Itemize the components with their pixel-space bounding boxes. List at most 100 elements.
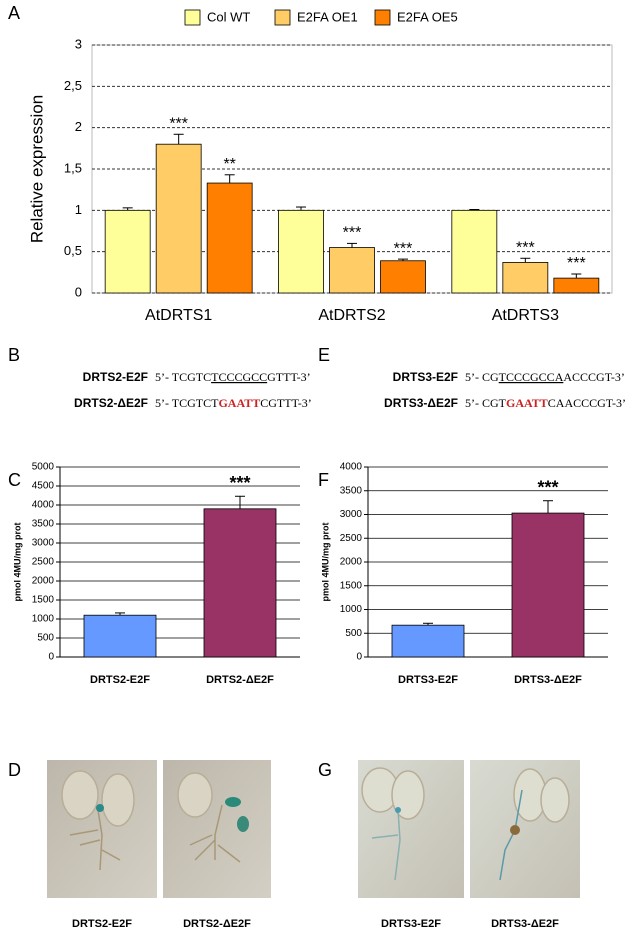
significance: *** bbox=[229, 473, 250, 493]
bar bbox=[83, 614, 157, 658]
y-axis-label: pmol 4MU/mg prot bbox=[320, 523, 330, 602]
y-tick-label: 2500 bbox=[32, 557, 55, 568]
photo-caption: DRTS2-E2F bbox=[72, 918, 132, 930]
y-tick-label: 1500 bbox=[32, 595, 55, 606]
panel-label: E bbox=[318, 345, 330, 365]
y-tick-label: 3 bbox=[75, 36, 82, 51]
panel-label: B bbox=[8, 345, 20, 365]
y-tick-label: 2500 bbox=[340, 533, 363, 544]
bar bbox=[203, 508, 277, 658]
y-tick-label: 3000 bbox=[340, 509, 363, 520]
construct-name: DRTS2-E2F bbox=[83, 370, 148, 384]
sequence-part: 5’- TCGTC bbox=[155, 370, 211, 384]
significance: *** bbox=[516, 239, 535, 256]
significance: ** bbox=[223, 156, 235, 173]
y-tick-label: 0 bbox=[356, 652, 362, 663]
y-axis-label: pmol 4MU/mg prot bbox=[12, 523, 22, 602]
y-tick-label: 0 bbox=[48, 652, 54, 663]
significance: *** bbox=[343, 225, 362, 242]
y-tick-label: 1000 bbox=[340, 604, 363, 615]
panel-label: D bbox=[8, 760, 21, 780]
photo-decor bbox=[47, 760, 580, 898]
legend-label: E2FA OE1 bbox=[297, 9, 358, 24]
bar bbox=[511, 512, 585, 658]
sequence-part: GAATT bbox=[218, 396, 260, 410]
y-tick-label: 500 bbox=[345, 628, 362, 639]
legend-label: Col WT bbox=[207, 9, 250, 24]
y-tick-label: 3500 bbox=[32, 519, 55, 530]
y-tick-label: 0,5 bbox=[64, 243, 82, 258]
x-tick-label: AtDRTS2 bbox=[318, 307, 385, 324]
sequence-part: 5’- CGT bbox=[465, 396, 507, 410]
seedlings bbox=[61, 767, 570, 881]
sequence: 5’- CGTGAATTCAACCCGT-3’ bbox=[465, 396, 626, 410]
stain bbox=[225, 797, 241, 807]
bar bbox=[451, 209, 498, 294]
sequence: 5’- TCGTCTGAATTCGTTT-3’ bbox=[155, 396, 312, 410]
y-tick-label: 2 bbox=[75, 119, 82, 134]
y-tick-label: 4000 bbox=[340, 462, 363, 473]
panel-label: F bbox=[318, 470, 329, 490]
y-axis-label: Relative expression bbox=[27, 95, 46, 243]
photo-caption: DRTS3-ΔE2F bbox=[491, 918, 559, 930]
x-tick-label: DRTS3-E2F bbox=[398, 674, 458, 686]
significance: *** bbox=[169, 115, 188, 132]
y-tick-label: 5000 bbox=[32, 462, 55, 473]
y-tick-label: 4500 bbox=[32, 481, 55, 492]
sequence-part: 5’- TCGTCT bbox=[155, 396, 219, 410]
significance: *** bbox=[567, 255, 586, 272]
x-tick-label: DRTS2-ΔE2F bbox=[206, 674, 274, 686]
x-tick-label: DRTS3-ΔE2F bbox=[514, 674, 582, 686]
x-tick-label: DRTS2-E2F bbox=[90, 674, 150, 686]
sequence-part: ACCCGT-3’ bbox=[563, 370, 625, 384]
sequence-part: 5’- CG bbox=[465, 370, 499, 384]
legend-swatch bbox=[374, 9, 391, 26]
significance: *** bbox=[394, 240, 413, 257]
bar bbox=[380, 260, 426, 294]
legend-swatch bbox=[274, 9, 291, 26]
stain bbox=[510, 825, 520, 835]
sequence-part: GAATT bbox=[506, 396, 548, 410]
stain bbox=[96, 804, 104, 812]
sequence-part: TCCCGCCA bbox=[499, 370, 564, 384]
construct-name: DRTS3-E2F bbox=[393, 370, 458, 384]
bar bbox=[278, 209, 324, 294]
staining bbox=[96, 797, 520, 835]
panel-label: G bbox=[318, 760, 332, 780]
bar bbox=[502, 262, 549, 294]
sequence-part: CGTTT-3’ bbox=[260, 396, 312, 410]
y-tick-label: 1 bbox=[75, 202, 82, 217]
bar bbox=[329, 247, 375, 294]
legend-swatch bbox=[184, 9, 201, 26]
y-tick-label: 2000 bbox=[32, 576, 55, 587]
photo-caption: DRTS2-ΔE2F bbox=[183, 918, 251, 930]
x-tick-label: AtDRTS1 bbox=[145, 307, 212, 324]
bar bbox=[155, 143, 202, 294]
sequence: 5’- CGTCCCGCCAACCCGT-3’ bbox=[465, 370, 625, 384]
y-tick-label: 2000 bbox=[340, 557, 363, 568]
y-tick-label: 4000 bbox=[32, 500, 55, 511]
panel-label: A bbox=[8, 3, 20, 23]
sequence-part: GTTT-3’ bbox=[267, 370, 311, 384]
construct-name: DRTS2-ΔE2F bbox=[74, 396, 148, 410]
stain bbox=[237, 816, 249, 832]
significance: *** bbox=[537, 477, 558, 497]
bar bbox=[206, 182, 253, 294]
bar bbox=[104, 209, 151, 294]
x-tick-label: AtDRTS3 bbox=[492, 307, 559, 324]
bar bbox=[391, 624, 465, 658]
photo-caption: DRTS3-E2F bbox=[381, 918, 441, 930]
legend-label: E2FA OE5 bbox=[397, 9, 458, 24]
y-tick-label: 1,5 bbox=[64, 160, 82, 175]
y-tick-label: 3000 bbox=[32, 538, 55, 549]
y-tick-label: 1500 bbox=[340, 580, 363, 591]
bar bbox=[553, 277, 600, 294]
sequence-part: CAACCCGT-3’ bbox=[548, 396, 626, 410]
y-tick-label: 2,5 bbox=[64, 78, 82, 93]
y-tick-label: 0 bbox=[75, 284, 82, 299]
y-tick-label: 1000 bbox=[32, 614, 55, 625]
sequence: 5’- TCGTCTCCCGCCGTTT-3’ bbox=[155, 370, 311, 384]
photo bbox=[47, 760, 157, 898]
sequence-part: TCCCGCC bbox=[211, 370, 267, 384]
